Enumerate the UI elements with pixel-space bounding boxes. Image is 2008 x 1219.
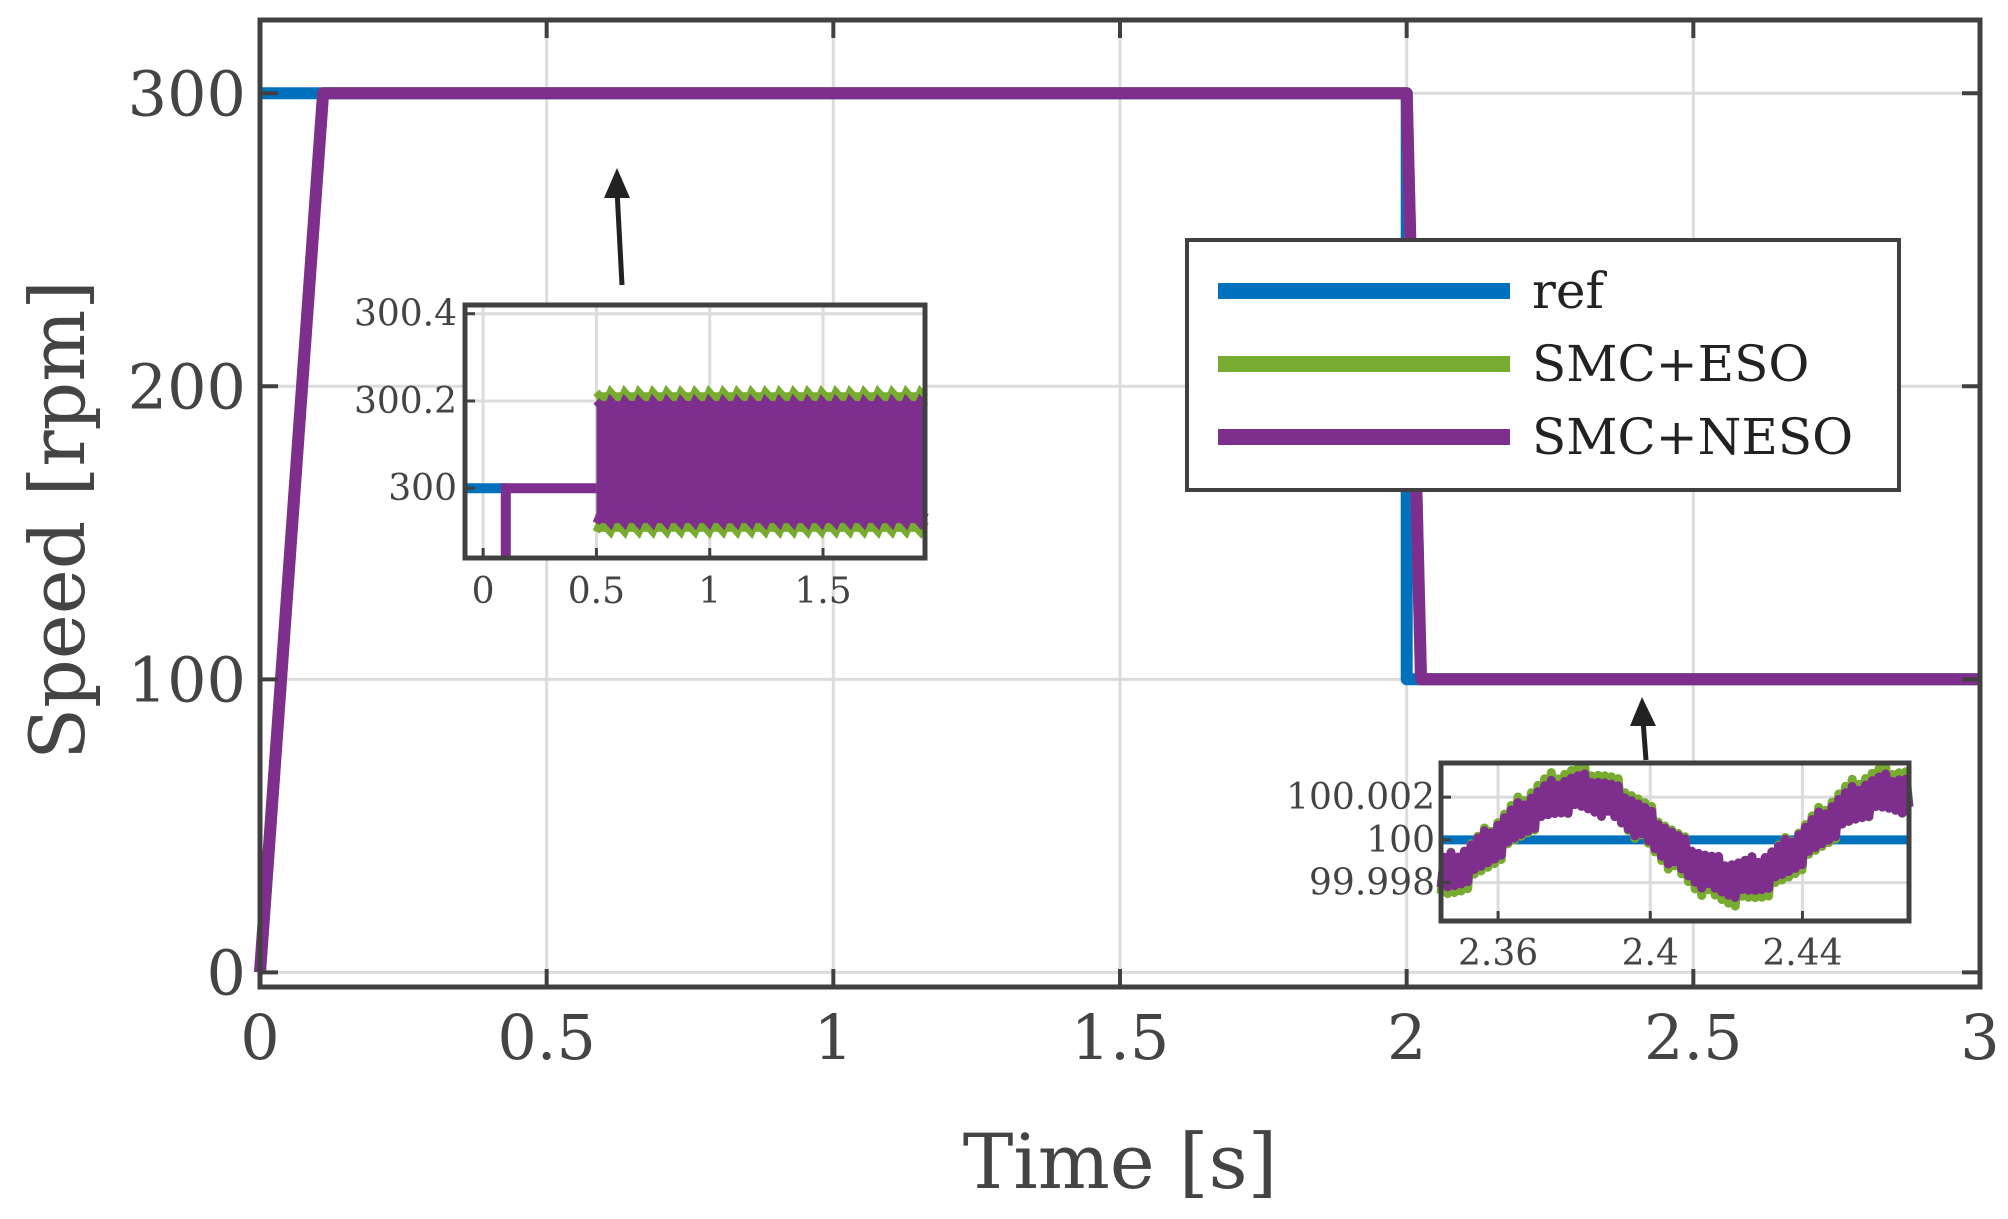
legend-label-smc-neso: SMC+NESO [1532,408,1853,466]
inset2-xtick-label: 2.44 [1762,933,1842,974]
x-axis-label: Time [s] [963,1117,1278,1206]
main-xtick-label: 0.5 [497,1001,596,1074]
main-ytick-label: 300 [128,57,246,130]
inset1-edge-bottom-smc-neso [592,505,929,531]
inset1-edge-bottom-smc-eso [592,514,929,540]
arrow-to-inset1 [614,189,625,286]
y-axis-label: Speed [rpm] [13,280,102,760]
main-ytick-label: 100 [128,643,246,716]
inset2-series-smc-neso [1436,769,1914,902]
main-ytick-label: 0 [207,936,246,1009]
inset1-series-smc-neso-step [500,483,597,558]
arrow-head-inset1 [604,168,630,198]
inset1-series [465,384,929,558]
inset1-band-smc-neso [596,400,925,524]
inset1-ytick-label: 300.4 [354,294,457,335]
inset2-xtick-label: 2.4 [1622,933,1679,974]
main-xtick-label: 0 [240,1001,279,1074]
inset1-edge-top-smc-neso [593,393,928,419]
main-ytick-label: 200 [128,350,246,423]
inset1-xtick-label: 1.5 [794,571,851,612]
inset2-ytick-label: 100.002 [1286,777,1435,818]
inset1-xtick-label: 0.5 [568,571,625,612]
inset-steady-state-300: 0 0.5 1 1.5 300 300.2 300.4 [354,294,929,612]
main-xtick-label: 2.5 [1644,1001,1743,1074]
main-ticks: 0 0.5 1 1.5 2 2.5 3 0 100 200 300 [128,20,2000,1074]
legend: ref SMC+ESO SMC+NESO [1185,238,1901,492]
legend-label-ref: ref [1532,262,1607,320]
annotation-arrows [604,168,1656,761]
main-xtick-label: 3 [1960,1001,1999,1074]
inset1-frame [462,302,928,561]
series-smc-neso [254,87,1980,973]
inset2-xtick-label: 2.36 [1458,933,1538,974]
inset1-xtick-label: 1 [698,571,721,612]
main-xtick-label: 1.5 [1071,1001,1170,1074]
inset1-xtick-label: 0 [472,571,495,612]
inset2-ytick-label: 100 [1366,820,1435,861]
inset2-series [1436,760,1914,911]
arrow-head-inset2 [1630,697,1656,726]
inset1-ytick-label: 300.2 [354,381,457,422]
arrow-to-inset2 [1640,719,1649,761]
main-xtick-label: 1 [814,1001,853,1074]
legend-label-smc-eso: SMC+ESO [1532,335,1809,393]
inset2-ytick-label: 99.998 [1309,863,1435,904]
main-xtick-label: 2 [1387,1001,1426,1074]
inset1-ticks: 0 0.5 1 1.5 300 300.2 300.4 [354,294,852,612]
inset2-frame [1438,760,1912,924]
inset1-ytick-label: 300 [388,468,457,509]
